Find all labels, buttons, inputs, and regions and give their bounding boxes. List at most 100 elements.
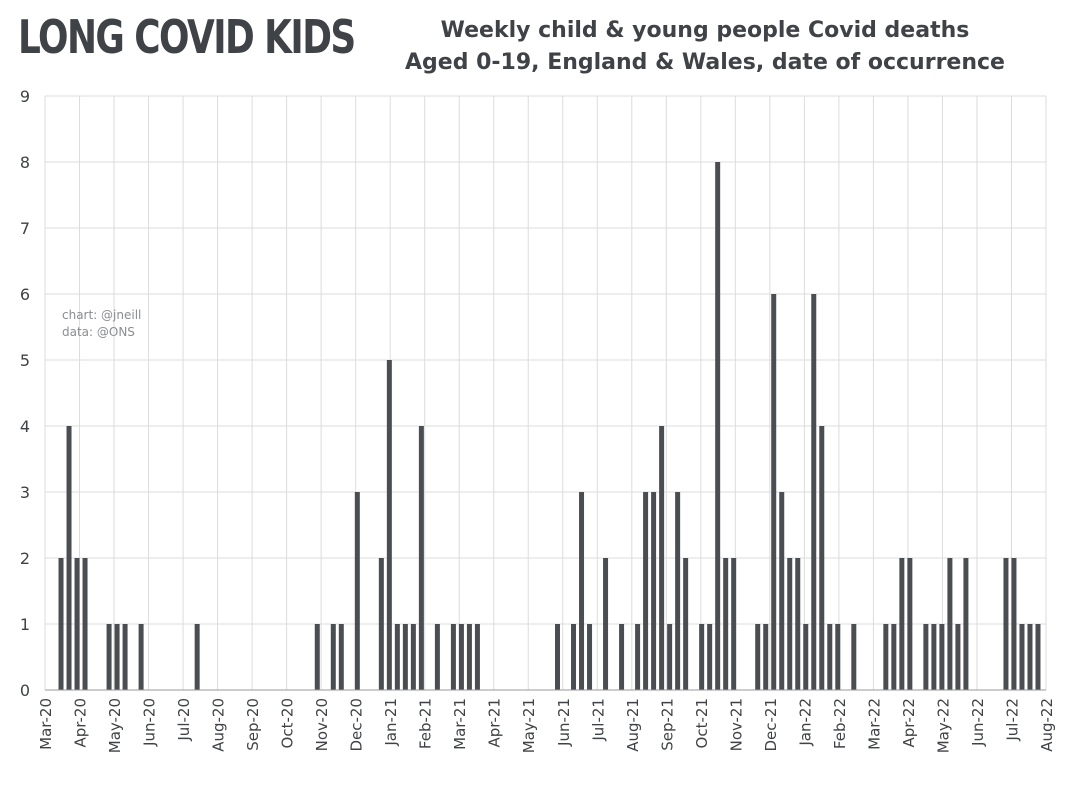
- x-tick-label-Sep-20: Sep-20: [244, 698, 262, 751]
- x-tick-labels: Mar-20 Apr-20 May-20 Jun-20 Jul-20 Aug-20 Sep-…: [37, 698, 1056, 753]
- bar-week-114: [963, 558, 969, 690]
- bar-week-77: [667, 624, 673, 690]
- bar-week-53: [474, 624, 480, 690]
- bar-week-94: [803, 624, 809, 690]
- bar-week-113: [955, 624, 961, 690]
- bar-week-82: [707, 624, 713, 690]
- x-tick-label-Jun-22: Jun-22: [969, 698, 987, 747]
- x-gridlines: [44, 96, 1047, 690]
- x-tick-label-May-21: May-21: [520, 698, 538, 753]
- bar-week-44: [402, 624, 408, 690]
- x-tick-label-Oct-21: Oct-21: [693, 698, 711, 748]
- bar-week-63: [555, 624, 561, 690]
- y-tick-label-8: 8: [20, 153, 30, 172]
- bar-week-1: [58, 558, 64, 690]
- x-tick-label-Nov-21: Nov-21: [727, 698, 745, 751]
- bar-week-67: [587, 624, 593, 690]
- x-tick-label-Mar-21: Mar-21: [451, 698, 469, 750]
- bar-week-52: [466, 624, 472, 690]
- bar-week-98: [835, 624, 841, 690]
- x-tick-label-Jul-22: Jul-22: [1003, 698, 1021, 742]
- bar-week-66: [579, 492, 585, 690]
- y-gridlines: [45, 95, 1046, 691]
- x-tick-label-Apr-20: Apr-20: [72, 698, 90, 748]
- bar-week-112: [947, 558, 953, 690]
- x-tick-label-May-20: May-20: [106, 698, 124, 753]
- y-tick-label-2: 2: [20, 549, 30, 568]
- bar-week-107: [907, 558, 913, 690]
- bar-week-95: [811, 294, 817, 690]
- y-tick-label-7: 7: [20, 219, 30, 238]
- bar-week-4: [82, 558, 88, 690]
- bar-week-35: [330, 624, 336, 690]
- x-tick-label-Feb-21: Feb-21: [417, 698, 435, 749]
- x-tick-label-May-22: May-22: [934, 698, 952, 753]
- bar-week-11: [138, 624, 144, 690]
- y-tick-label-0: 0: [20, 681, 30, 700]
- bar-week-123: [1035, 624, 1041, 690]
- bar-week-7: [106, 624, 112, 690]
- y-tick-label-3: 3: [20, 483, 30, 502]
- bar-week-79: [683, 558, 689, 690]
- bar-week-96: [819, 426, 825, 690]
- x-tick-label-Aug-20: Aug-20: [210, 698, 228, 752]
- bar-week-18: [194, 624, 200, 690]
- bar-week-50: [450, 624, 456, 690]
- chart-subtitle: Aged 0-19, England & Wales, date of occu…: [405, 50, 1005, 75]
- x-tick-label-Jul-20: Jul-20: [175, 698, 193, 742]
- bar-week-92: [787, 558, 793, 690]
- bar-week-85: [731, 558, 737, 690]
- long-covid-kids-logo: LONG COVID KIDS: [18, 10, 356, 64]
- bar-week-122: [1027, 624, 1033, 690]
- bar-week-106: [899, 558, 905, 690]
- bar-week-105: [891, 624, 897, 690]
- x-tick-label-Oct-20: Oct-20: [279, 698, 297, 748]
- bar-week-42: [386, 360, 392, 690]
- bar-week-84: [723, 558, 729, 690]
- bar-week-8: [114, 624, 120, 690]
- x-tick-label-Nov-20: Nov-20: [313, 698, 331, 751]
- bar-week-100: [851, 624, 857, 690]
- bar-week-38: [354, 492, 360, 690]
- bar-week-111: [939, 624, 945, 690]
- bar-week-3: [74, 558, 80, 690]
- bar-week-46: [418, 426, 424, 690]
- bar-week-43: [394, 624, 400, 690]
- y-tick-label-9: 9: [20, 87, 30, 106]
- x-tick-label-Jun-21: Jun-21: [555, 698, 573, 747]
- bar-week-120: [1011, 558, 1017, 690]
- bar-week-48: [434, 624, 440, 690]
- x-tick-label-Mar-22: Mar-22: [865, 698, 883, 750]
- bar-week-97: [827, 624, 833, 690]
- x-tick-label-Mar-20: Mar-20: [37, 698, 55, 750]
- bar-week-121: [1019, 624, 1025, 690]
- bar-week-109: [923, 624, 929, 690]
- bars: [45, 162, 1046, 691]
- bar-week-104: [883, 624, 889, 690]
- x-tick-label-Apr-21: Apr-21: [486, 698, 504, 748]
- bar-week-75: [651, 492, 657, 690]
- bar-week-76: [659, 426, 665, 690]
- bar-week-119: [1003, 558, 1009, 690]
- x-tick-label-Apr-22: Apr-22: [900, 698, 918, 748]
- bar-week-65: [571, 624, 577, 690]
- x-tick-label-Jan-22: Jan-22: [796, 698, 814, 747]
- bar-week-74: [643, 492, 649, 690]
- x-tick-label-Aug-22: Aug-22: [1038, 698, 1056, 752]
- y-tick-label-5: 5: [20, 351, 30, 370]
- bar-week-9: [122, 624, 128, 690]
- bar-week-110: [931, 624, 937, 690]
- bar-week-36: [338, 624, 344, 690]
- x-tick-label-Jan-21: Jan-21: [382, 698, 400, 747]
- bar-week-45: [410, 624, 416, 690]
- y-tick-label-1: 1: [20, 615, 30, 634]
- bar-week-78: [675, 492, 681, 690]
- bar-week-88: [755, 624, 761, 690]
- bar-week-41: [378, 558, 384, 690]
- y-tick-label-6: 6: [20, 285, 30, 304]
- x-tick-label-Sep-21: Sep-21: [658, 698, 676, 751]
- x-tick-label-Feb-22: Feb-22: [831, 698, 849, 749]
- bar-week-73: [635, 624, 641, 690]
- x-tick-label-Dec-20: Dec-20: [348, 698, 366, 752]
